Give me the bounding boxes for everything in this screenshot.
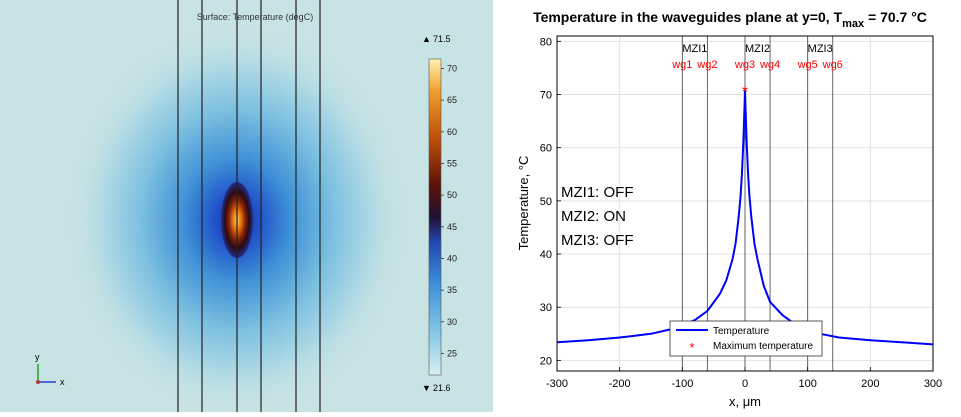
waveguide-label: wg2 (696, 59, 717, 71)
colorbar-tick-label: 55 (447, 158, 457, 168)
mzi-label: MZI3 (808, 43, 833, 55)
triad-x-label: x (60, 377, 65, 387)
waveguide-lines (177, 0, 321, 412)
colorbar-tick-label: 25 (447, 348, 457, 358)
x-tick-labels: -300 -200 -100 0 100 200 300 (546, 367, 942, 390)
colorbar-tick-label: 35 (447, 285, 457, 295)
triad-y-label: y (35, 352, 40, 362)
chart-title: Temperature in the waveguides plane at y… (533, 9, 927, 30)
surface-temperature-plot: Surface: Temperature (degC) 25 30 35 40 45 50… (0, 0, 493, 417)
y-tick-label: 70 (540, 89, 552, 101)
x-tick-label: 300 (924, 378, 942, 390)
heatmap-svg: Surface: Temperature (degC) 25 30 35 40 45 50… (0, 0, 493, 417)
mzi-label: MZI2 (745, 43, 770, 55)
annotation-layer: MZI1 MZI2 MZI3 wg1 wg2 wg3 wg4 wg5 wg6 MZI1: OFF M… (561, 43, 843, 249)
y-tick-labels: 20 30 40 50 60 70 80 (540, 36, 561, 367)
colorbar-tick-label: 60 (447, 127, 457, 137)
y-tick-label: 40 (540, 249, 552, 261)
x-axis-label: x, μm (729, 394, 761, 409)
legend: Temperature * Maximum temperature (669, 320, 823, 357)
mzi-label: MZI1 (682, 43, 707, 55)
triad-origin (36, 380, 40, 384)
colorbar-max-arrow: ▲ (422, 34, 431, 44)
axes-triad: y x (35, 352, 65, 387)
colorbar-gradient (428, 58, 442, 376)
colorbar-tick-label: 70 (447, 63, 457, 73)
x-tick-label: 0 (742, 378, 748, 390)
colorbar: 25 30 35 40 45 50 55 60 65 70 ▲ 71.5 ▼ 21.6 (422, 34, 457, 393)
x-tick-label: 100 (798, 378, 816, 390)
colorbar-ticks: 25 30 35 40 45 50 55 60 65 70 (441, 63, 457, 358)
max-temperature-marker: * (742, 84, 748, 101)
y-tick-label: 80 (540, 36, 552, 48)
legend-label-temperature: Temperature (713, 326, 770, 337)
x-tick-label: -100 (671, 378, 693, 390)
colorbar-tick-label: 30 (447, 317, 457, 327)
waveguide-label: wg4 (759, 59, 780, 71)
mzi-state-annotation: MZI2: ON (561, 208, 626, 225)
legend-label-maximum: Maximum temperature (713, 341, 813, 352)
temperature-profile-chart: Temperature in the waveguides plane at y… (500, 0, 961, 412)
colorbar-tick-label: 40 (447, 253, 457, 263)
colorbar-min-label: 21.6 (433, 383, 451, 393)
mzi-state-annotation: MZI1: OFF (561, 184, 634, 201)
colorbar-tick-label: 50 (447, 190, 457, 200)
y-tick-label: 50 (540, 196, 552, 208)
waveguide-label: wg5 (797, 59, 818, 71)
line-chart-svg: Temperature in the waveguides plane at y… (516, 9, 942, 409)
x-tick-label: -200 (609, 378, 631, 390)
x-tick-label: -300 (546, 378, 568, 390)
x-tick-label: 200 (861, 378, 879, 390)
mzi-state-annotation: MZI3: OFF (561, 232, 634, 249)
y-tick-label: 30 (540, 302, 552, 314)
heatmap-title: Surface: Temperature (degC) (197, 12, 313, 22)
colorbar-max-label: 71.5 (433, 34, 451, 44)
waveguide-label: wg1 (671, 59, 692, 71)
legend-box (669, 320, 823, 357)
colorbar-min-arrow: ▼ (422, 383, 431, 393)
y-axis-label: Temperature, °C (516, 156, 531, 251)
waveguide-label: wg3 (734, 59, 755, 71)
y-tick-label: 60 (540, 143, 552, 155)
colorbar-tick-label: 65 (447, 95, 457, 105)
legend-star-swatch: * (689, 340, 694, 355)
y-tick-label: 20 (540, 355, 552, 367)
waveguide-label: wg6 (822, 59, 843, 71)
colorbar-tick-label: 45 (447, 222, 457, 232)
